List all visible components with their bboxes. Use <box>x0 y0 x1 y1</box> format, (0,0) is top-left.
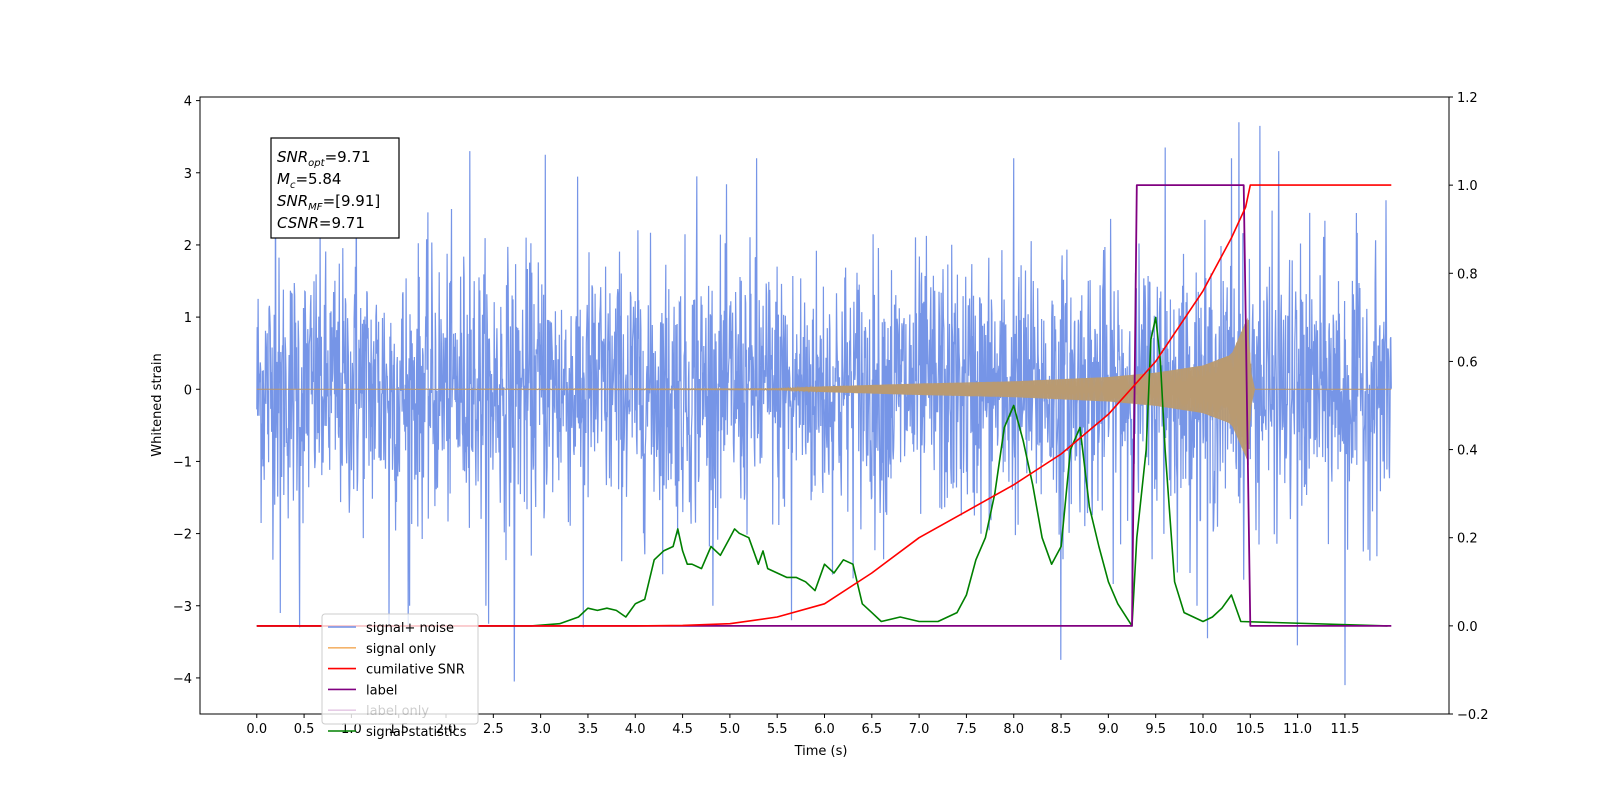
x-tick-label: 7.0 <box>909 722 930 737</box>
annotation-symbol: SNR <box>277 192 308 210</box>
annotation-line: Mc=5.84 <box>277 170 341 191</box>
x-axis-ticks: 0.0 0.5 1.0 1.5 2.0 2.5 3.0 3.5 4.0 4.5 5.0 5.5 6.0 6… <box>246 714 1359 737</box>
x-tick-label: 1.5 <box>388 722 409 737</box>
legend-label: signal only <box>366 642 436 657</box>
annotation-line: SNRopt=9.71 <box>277 148 371 169</box>
y-left-axis-ticks: −4 −3 −2 −1 0 1 2 3 4 <box>173 95 200 687</box>
annotation-subscript: opt <box>308 158 325 169</box>
annotation-line: CSNR=9.71 <box>277 214 365 232</box>
y-right-tick-label: −0.2 <box>1457 708 1489 723</box>
x-tick-label: 5.0 <box>720 722 741 737</box>
x-tick-label: 2.5 <box>483 722 504 737</box>
x-tick-label: 4.5 <box>672 722 693 737</box>
y-right-tick-label: 0.6 <box>1457 355 1478 370</box>
y-right-tick-label: 0.4 <box>1457 444 1478 459</box>
annotation-line: SNRMF=[9.91] <box>277 192 380 213</box>
y-axis-label: Whitened strain <box>150 353 165 456</box>
y-right-axis-ticks: −0.2 0.0 0.2 0.4 0.6 0.8 1.0 1.2 <box>1449 91 1489 723</box>
y-left-tick-label: −3 <box>173 600 192 615</box>
legend-label: cumilative SNR <box>366 663 465 678</box>
y-right-tick-label: 0.0 <box>1457 620 1478 635</box>
legend-frame <box>321 613 479 725</box>
series-layer <box>256 122 1392 686</box>
y-left-tick-label: 3 <box>184 167 192 182</box>
y-right-tick-label: 0.8 <box>1457 267 1478 282</box>
x-tick-label: 6.0 <box>814 722 835 737</box>
x-tick-label: 3.5 <box>578 722 599 737</box>
y-right-tick-label: 1.0 <box>1457 179 1478 194</box>
legend: signal+ noise signal only cumilative SNR la… <box>321 613 479 740</box>
x-tick-label: 0.5 <box>294 722 315 737</box>
series-signal-statistics-line <box>256 316 1388 627</box>
legend-label: label only <box>366 704 429 719</box>
x-tick-label: 11.5 <box>1330 722 1359 737</box>
annotation-value: =9.71 <box>325 148 371 166</box>
legend-label: label <box>366 683 397 698</box>
x-tick-label: 9.5 <box>1145 722 1166 737</box>
y-left-tick-label: −2 <box>173 528 192 543</box>
series-label-line <box>256 184 1392 627</box>
y-left-tick-label: 0 <box>184 383 192 398</box>
x-tick-label: 3.0 <box>530 722 551 737</box>
y-right-tick-label: 0.2 <box>1457 532 1478 547</box>
y-left-tick-label: 4 <box>184 95 192 110</box>
y-left-tick-label: −4 <box>173 672 192 687</box>
legend-label: signal+ noise <box>366 621 454 636</box>
annotation-value: =5.84 <box>295 170 341 188</box>
x-tick-label: 7.5 <box>956 722 977 737</box>
annotation-symbol: SNR <box>277 148 308 166</box>
annotation-subscript: c <box>290 180 296 191</box>
x-tick-label: 9.0 <box>1098 722 1119 737</box>
annotation-subscript: MF <box>308 202 323 213</box>
x-tick-label: 8.0 <box>1003 722 1024 737</box>
x-axis-label: Time (s) <box>794 744 848 759</box>
annotation-symbol: M <box>277 170 290 188</box>
x-tick-label: 10.0 <box>1189 722 1218 737</box>
annotation-value: =[9.91] <box>323 192 381 210</box>
y-left-tick-label: 2 <box>184 239 192 254</box>
x-tick-label: 10.5 <box>1236 722 1265 737</box>
x-tick-label: 5.5 <box>767 722 788 737</box>
y-left-tick-label: −1 <box>173 455 192 470</box>
annotation-symbol: CSNR <box>277 214 319 232</box>
x-tick-label: 11.0 <box>1283 722 1312 737</box>
y-left-tick-label: 1 <box>184 311 192 326</box>
x-tick-label: 6.5 <box>861 722 882 737</box>
x-tick-label: 0.0 <box>246 722 267 737</box>
series-cumulative-snr-line <box>256 184 1392 627</box>
series-signal-only-envelope <box>256 317 1392 461</box>
annotation-frame <box>270 137 400 239</box>
legend-label: signal statistics <box>366 725 467 740</box>
x-tick-label: 4.0 <box>625 722 646 737</box>
x-tick-label: 8.5 <box>1051 722 1072 737</box>
annotation-value: =9.71 <box>319 214 365 232</box>
y-right-tick-label: 1.2 <box>1457 91 1478 106</box>
x-tick-label: 1.0 <box>341 722 362 737</box>
x-tick-label: 2.0 <box>436 722 457 737</box>
